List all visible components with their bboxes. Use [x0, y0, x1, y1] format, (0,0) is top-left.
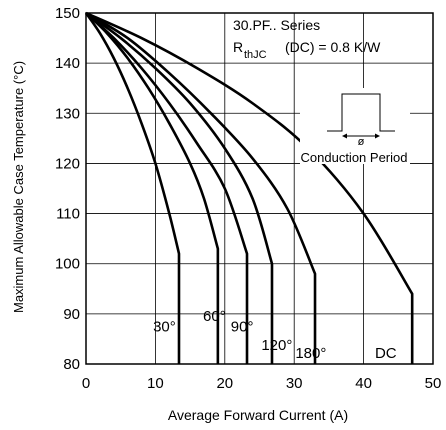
- series-labels: 30° 60° 90° 120° 180° DC: [153, 308, 397, 362]
- series-line: [85, 12, 220, 364]
- conduction-period-label: Conduction Period: [301, 150, 408, 165]
- curves: [84, 11, 414, 364]
- y-tick-label: 80: [63, 356, 80, 373]
- rth-subscript: thJC: [244, 49, 267, 61]
- arrow-head-right: [375, 133, 380, 139]
- y-tick-label: 90: [63, 306, 80, 323]
- legend-annotation: 30.PF.. Series R thJC (DC) = 0.8 K/W: [233, 17, 381, 61]
- y-tick-label: 120: [55, 155, 80, 172]
- y-tick-labels: 80 90 100 110 120 130 140 150: [55, 5, 80, 373]
- x-tick-label: 10: [147, 375, 164, 392]
- rth-value: (DC) = 0.8 K/W: [285, 39, 381, 55]
- x-tick-label: 40: [355, 375, 372, 392]
- series-label: 120°: [261, 337, 292, 354]
- rth-label: R: [233, 39, 243, 55]
- x-tick-label: 50: [425, 375, 442, 392]
- x-tick-labels: 0 10 20 30 40 50: [82, 375, 442, 392]
- x-tick-label: 0: [82, 375, 90, 392]
- y-tick-label: 130: [55, 105, 80, 122]
- series-line: [85, 11, 274, 364]
- series-title: 30.PF.. Series: [233, 17, 320, 33]
- y-tick-label: 140: [55, 55, 80, 72]
- series-line: [85, 11, 317, 364]
- x-tick-label: 30: [286, 375, 303, 392]
- series-label: DC: [375, 345, 397, 362]
- phi-symbol: ø: [358, 136, 365, 148]
- series-label: 60°: [203, 308, 226, 325]
- y-axis-label: Maximum Allowable Case Temperature (°C): [11, 61, 26, 313]
- x-axis-label: Average Forward Current (A): [168, 407, 348, 423]
- conduction-inset: ø Conduction Period: [300, 88, 410, 165]
- x-tick-label: 20: [216, 375, 233, 392]
- y-tick-label: 110: [56, 206, 80, 223]
- series-line: [85, 11, 414, 364]
- conduction-pulse: [327, 93, 395, 132]
- series-line: [85, 12, 249, 364]
- plot-frame: [85, 12, 434, 365]
- y-tick-label: 100: [55, 256, 80, 273]
- series-label: 180°: [295, 345, 326, 362]
- series-label: 30°: [153, 318, 176, 335]
- y-tick-label: 150: [55, 5, 80, 22]
- series-label: 90°: [231, 318, 254, 335]
- series-line: [84, 12, 181, 364]
- arrow-head-left: [342, 133, 347, 139]
